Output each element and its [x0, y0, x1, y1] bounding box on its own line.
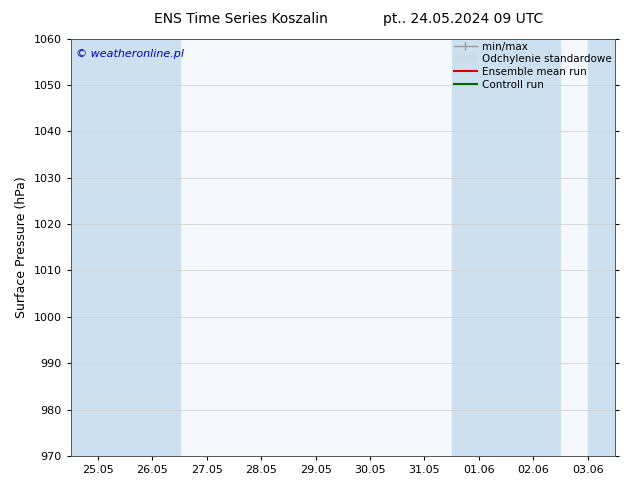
Bar: [506, 39, 560, 456]
Y-axis label: Surface Pressure (hPa): Surface Pressure (hPa): [15, 176, 28, 318]
Bar: [71, 39, 125, 456]
Legend: min/max, Odchylenie standardowe, Ensemble mean run, Controll run: min/max, Odchylenie standardowe, Ensembl…: [454, 42, 612, 90]
Text: ENS Time Series Koszalin: ENS Time Series Koszalin: [154, 12, 328, 26]
Bar: [588, 39, 615, 456]
Bar: [125, 39, 179, 456]
Bar: [451, 39, 506, 456]
Text: © weatheronline.pl: © weatheronline.pl: [76, 49, 184, 59]
Text: pt.. 24.05.2024 09 UTC: pt.. 24.05.2024 09 UTC: [383, 12, 543, 26]
